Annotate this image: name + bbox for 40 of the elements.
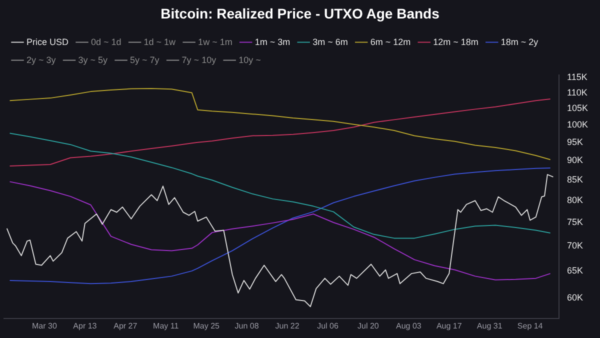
y-tick-label: 95K	[566, 136, 583, 147]
legend-label: 3y ~ 5y	[78, 54, 108, 65]
x-tick-label: Jun 08	[234, 321, 260, 330]
y-tick-label: 80K	[566, 195, 583, 206]
y-tick-label: 85K	[566, 174, 583, 185]
y-tick-label: 110K	[566, 87, 588, 98]
legend-label: 12m ~ 18m	[433, 36, 478, 47]
y-tick-label: 60K	[566, 292, 583, 303]
legend-label: 2y ~ 3y	[26, 54, 56, 65]
legend-label: 1m ~ 3m	[254, 36, 290, 47]
x-tick-label: Aug 17	[436, 321, 462, 330]
x-tick-label: Apr 13	[73, 321, 98, 330]
legend-label: 1d ~ 1w	[144, 36, 176, 47]
y-tick-label: 65K	[566, 265, 583, 276]
x-tick-label: Apr 27	[114, 321, 138, 330]
legend-label: 5y ~ 7y	[130, 54, 160, 65]
legend-label: 3m ~ 6m	[312, 36, 348, 47]
chart-title: Bitcoin: Realized Price - UTXO Age Bands	[160, 5, 440, 22]
legend-label: 18m ~ 2y	[500, 36, 539, 47]
x-tick-label: Aug 31	[476, 321, 503, 330]
x-tick-label: Jun 22	[275, 321, 300, 330]
y-tick-label: 70K	[566, 240, 583, 250]
y-tick-label: 100K	[566, 120, 588, 130]
y-tick-label: 115K	[566, 72, 588, 82]
legend-label: 6m ~ 12m	[370, 36, 411, 47]
x-tick-label: Aug 03	[396, 321, 422, 330]
x-tick-label: Jul 06	[317, 321, 339, 330]
legend-label: 10y ~	[238, 54, 261, 65]
x-tick-label: May 25	[193, 321, 220, 330]
x-tick-label: Sep 14	[517, 321, 544, 330]
x-tick-label: Jul 20	[358, 321, 380, 330]
legend-label: 7y ~ 10y	[182, 54, 217, 65]
legend-label: Price USD	[26, 36, 70, 47]
x-tick-label: Mar 30	[32, 321, 58, 330]
y-tick-label: 90K	[566, 155, 583, 166]
legend-label: 1w ~ 1m	[198, 36, 232, 47]
y-tick-label: 105K	[566, 103, 588, 114]
legend-label: 0d ~ 1d	[91, 36, 122, 47]
y-tick-label: 75K	[566, 216, 583, 227]
x-tick-label: May 11	[153, 321, 180, 330]
